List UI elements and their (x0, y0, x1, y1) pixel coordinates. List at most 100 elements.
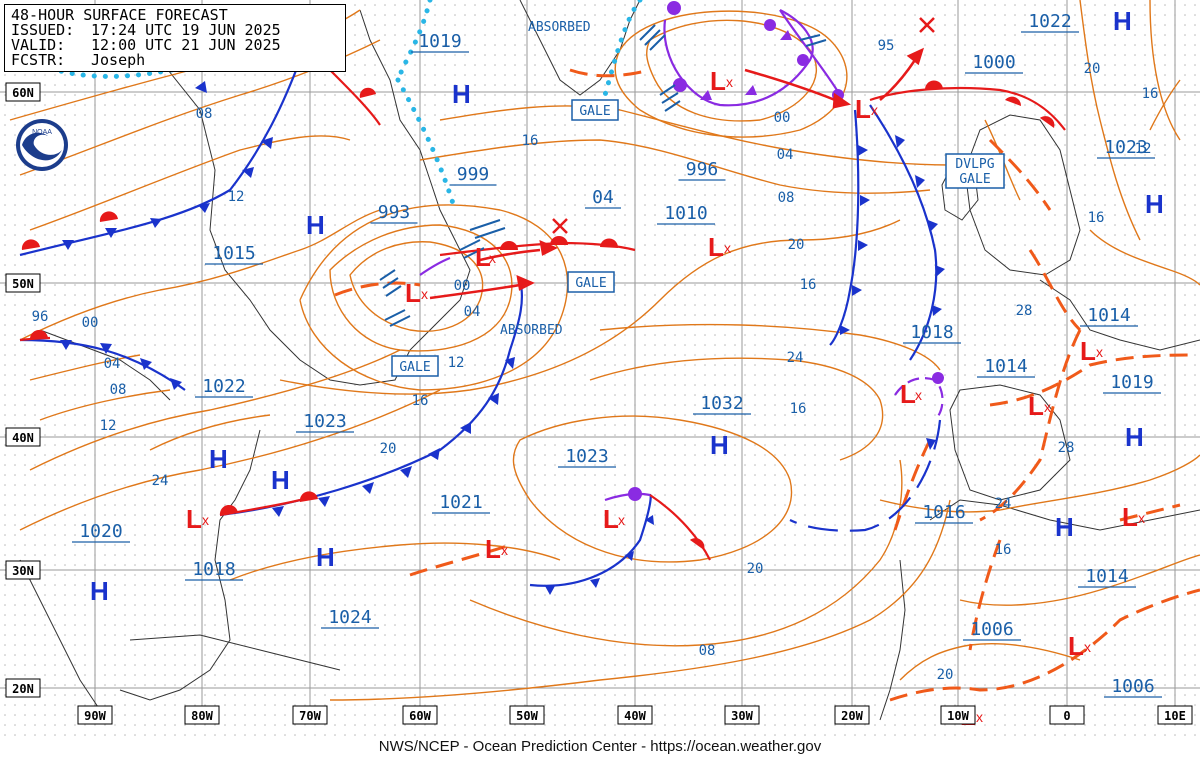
central-pressure-label: 1022 (1028, 11, 1071, 32)
movement-arrows (429, 47, 925, 300)
wind-barbs (379, 24, 827, 327)
svg-text:L: L (1028, 391, 1044, 421)
svg-text:L: L (1068, 631, 1084, 661)
map-background (0, 0, 1200, 736)
svg-text:x: x (501, 542, 508, 558)
svg-text:x: x (618, 512, 625, 528)
central-pressure-label: 1015 (212, 243, 255, 264)
isobar-value-label: 16 (412, 393, 429, 409)
isobar-value-label: 20 (747, 561, 764, 577)
isobar-value-label: 20 (380, 441, 397, 457)
isobar-value-label: 08 (196, 106, 213, 122)
latitude-labels: 60N 50N 40N 30N 20N (5, 82, 41, 698)
isobar-labels: 08 12 16 20 96 00 04 08 12 20 24 16 00 04 00 04 08 12 16 20… (32, 38, 1159, 683)
svg-text:x: x (724, 240, 731, 256)
lat-label: 60N (12, 86, 34, 100)
lon-label: 90W (84, 709, 106, 723)
lon-label: 60W (409, 709, 431, 723)
central-pressure-label: 1032 (700, 393, 743, 414)
central-pressure-label: 1021 (439, 492, 482, 513)
svg-text:GALE: GALE (959, 172, 990, 187)
svg-text:H: H (452, 79, 471, 109)
lon-label-box (724, 705, 760, 725)
svg-text:L: L (855, 94, 871, 124)
lon-label-box (184, 705, 220, 725)
lat-label: 40N (12, 431, 34, 445)
svg-text:H: H (1055, 512, 1074, 542)
central-pressure-label: 04 (592, 187, 614, 208)
gale-box-2: GALE (567, 271, 615, 293)
svg-text:L: L (1080, 336, 1096, 366)
svg-text:H: H (1145, 189, 1164, 219)
isobar-value-label: 16 (790, 401, 807, 417)
svg-text:x: x (202, 512, 209, 528)
isobar-value-label: 16 (522, 133, 539, 149)
gale-box-1: GALE (571, 99, 619, 121)
troughs (334, 68, 1200, 702)
svg-text:L: L (603, 504, 619, 534)
central-pressure-label: 1016 (922, 502, 965, 523)
longitude-labels: 90W 80W 70W 60W 50W 40W 30W 20W 10W 0 10E (77, 705, 1193, 725)
issued-line: ISSUED: 17:24 UTC 19 JUN 2025 (11, 21, 281, 39)
svg-text:H: H (209, 444, 228, 474)
svg-text:x: x (1096, 344, 1103, 360)
isobar-value-label: 12 (448, 355, 465, 371)
valid-line: VALID: 12:00 UTC 21 JUN 2025 (11, 36, 281, 54)
central-pressure-label: 1022 (202, 376, 245, 397)
isobar-value-label: 12 (1135, 141, 1152, 157)
lon-label-box (834, 705, 870, 725)
lat-label-box (5, 273, 41, 293)
lon-label-box (617, 705, 653, 725)
lon-label: 50W (516, 709, 538, 723)
svg-text:GALE: GALE (579, 104, 610, 119)
lat-label: 20N (12, 682, 34, 696)
svg-text:L: L (710, 66, 726, 96)
lon-label-box (1049, 705, 1085, 725)
lat-label: 50N (12, 277, 34, 291)
isobar-value-label: 16 (800, 277, 817, 293)
pressure-labels: 1019 993 999 04 1010 996 1000 1022 1023 1015 1022 1… (72, 11, 1162, 698)
isobar-value-label: 08 (699, 643, 716, 659)
central-pressure-label: 1018 (910, 322, 953, 343)
storm-position-x (552, 17, 935, 234)
svg-text:L: L (1122, 502, 1138, 532)
isobar-value-label: 95 (878, 38, 895, 54)
footer-credit: NWS/NCEP - Ocean Prediction Center - htt… (0, 736, 1200, 764)
isobar-value-label: 08 (110, 382, 127, 398)
svg-text:L: L (405, 278, 421, 308)
svg-text:DVLPG: DVLPG (955, 157, 994, 172)
svg-text:GALE: GALE (399, 360, 430, 375)
lat-label-box (5, 427, 41, 447)
svg-text:L: L (475, 242, 491, 272)
lon-label-box (77, 705, 113, 725)
svg-text:x: x (726, 74, 733, 90)
cold-front-barbs (60, 81, 945, 595)
forecast-header: 48-HOUR SURFACE FORECAST ISSUED: 17:24 UT… (4, 4, 346, 72)
central-pressure-label: 999 (457, 164, 490, 185)
svg-text:H: H (1125, 422, 1144, 452)
isobar-value-label: 24 (995, 496, 1012, 512)
forecaster-line: FCSTR: Joseph (11, 51, 146, 69)
lon-label: 20W (841, 709, 863, 723)
dvlpg-gale-box: DVLPG GALE (945, 153, 1005, 189)
svg-text:L: L (186, 504, 202, 534)
coastlines (19, 0, 1200, 721)
svg-text:H: H (306, 210, 325, 240)
lat-label-box (5, 560, 41, 580)
central-pressure-label: 1010 (664, 203, 707, 224)
isobar-value-label: 16 (1088, 210, 1105, 226)
svg-text:GALE: GALE (575, 276, 606, 291)
isobar-value-label: 16 (995, 542, 1012, 558)
lon-label: 70W (299, 709, 321, 723)
isobar-value-label: 16 (1142, 86, 1159, 102)
central-pressure-label: 1020 (79, 521, 122, 542)
isobar-value-label: 04 (104, 356, 121, 372)
lon-label: 40W (624, 709, 646, 723)
central-pressure-label: 1023 (565, 446, 608, 467)
isobar-value-label: 24 (787, 350, 804, 366)
lon-label: 10E (1164, 709, 1186, 723)
isobar-value-label: 20 (1084, 61, 1101, 77)
central-pressure-label: 1019 (1110, 372, 1153, 393)
isobar-value-label: 00 (774, 110, 791, 126)
svg-text:H: H (316, 542, 335, 572)
